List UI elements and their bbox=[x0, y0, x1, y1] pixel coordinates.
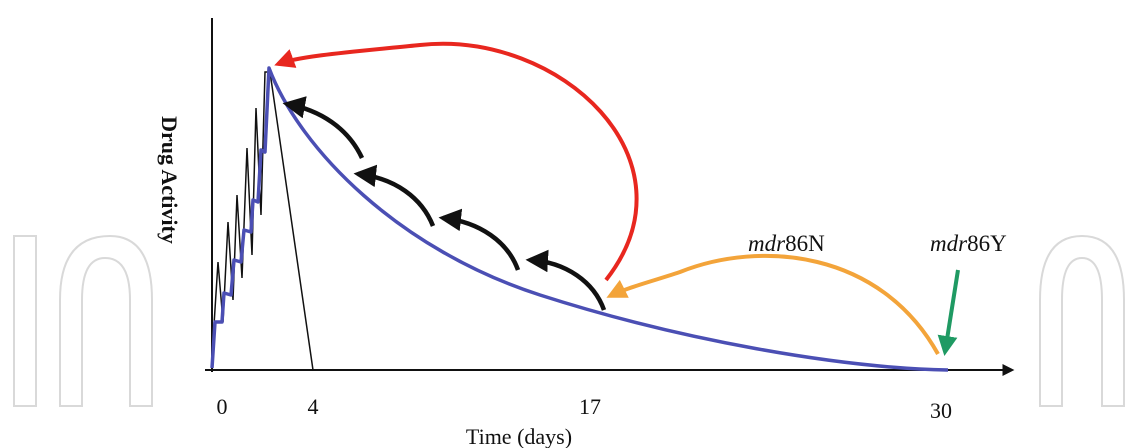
y-axis-label: Drug Activity bbox=[157, 116, 182, 244]
fast-drug-sawtooth-line bbox=[211, 71, 314, 371]
mdr86n-italic: mdr bbox=[748, 231, 786, 256]
slow-drug-decay-curve bbox=[210, 66, 949, 372]
x-tick-4: 4 bbox=[308, 394, 319, 419]
black-arrow-1 bbox=[282, 96, 365, 159]
x-axis-label: Time (days) bbox=[466, 424, 572, 448]
x-tick-0: 0 bbox=[217, 394, 228, 419]
mdr86y-label: mdr86Y bbox=[930, 231, 1007, 256]
watermark-letter-n-right bbox=[1039, 234, 1125, 407]
red-curved-arrow bbox=[274, 41, 639, 282]
mdr86y-suffix: 86Y bbox=[967, 231, 1007, 256]
x-tick-30: 30 bbox=[930, 398, 952, 423]
black-arrow-4 bbox=[525, 249, 607, 311]
green-arrow bbox=[937, 269, 960, 356]
mdr86n-suffix: 86N bbox=[785, 231, 825, 256]
watermark-logo bbox=[13, 234, 1125, 407]
mdr86n-label: mdr86N bbox=[748, 231, 825, 256]
watermark-letter-n-left bbox=[59, 234, 153, 407]
x-tick-17: 17 bbox=[579, 394, 601, 419]
watermark-letter-i bbox=[13, 235, 37, 407]
mdr86y-italic: mdr bbox=[930, 231, 968, 256]
black-arrow-3 bbox=[438, 208, 521, 271]
orange-curved-arrow bbox=[606, 253, 940, 355]
black-arrow-2 bbox=[353, 164, 436, 227]
